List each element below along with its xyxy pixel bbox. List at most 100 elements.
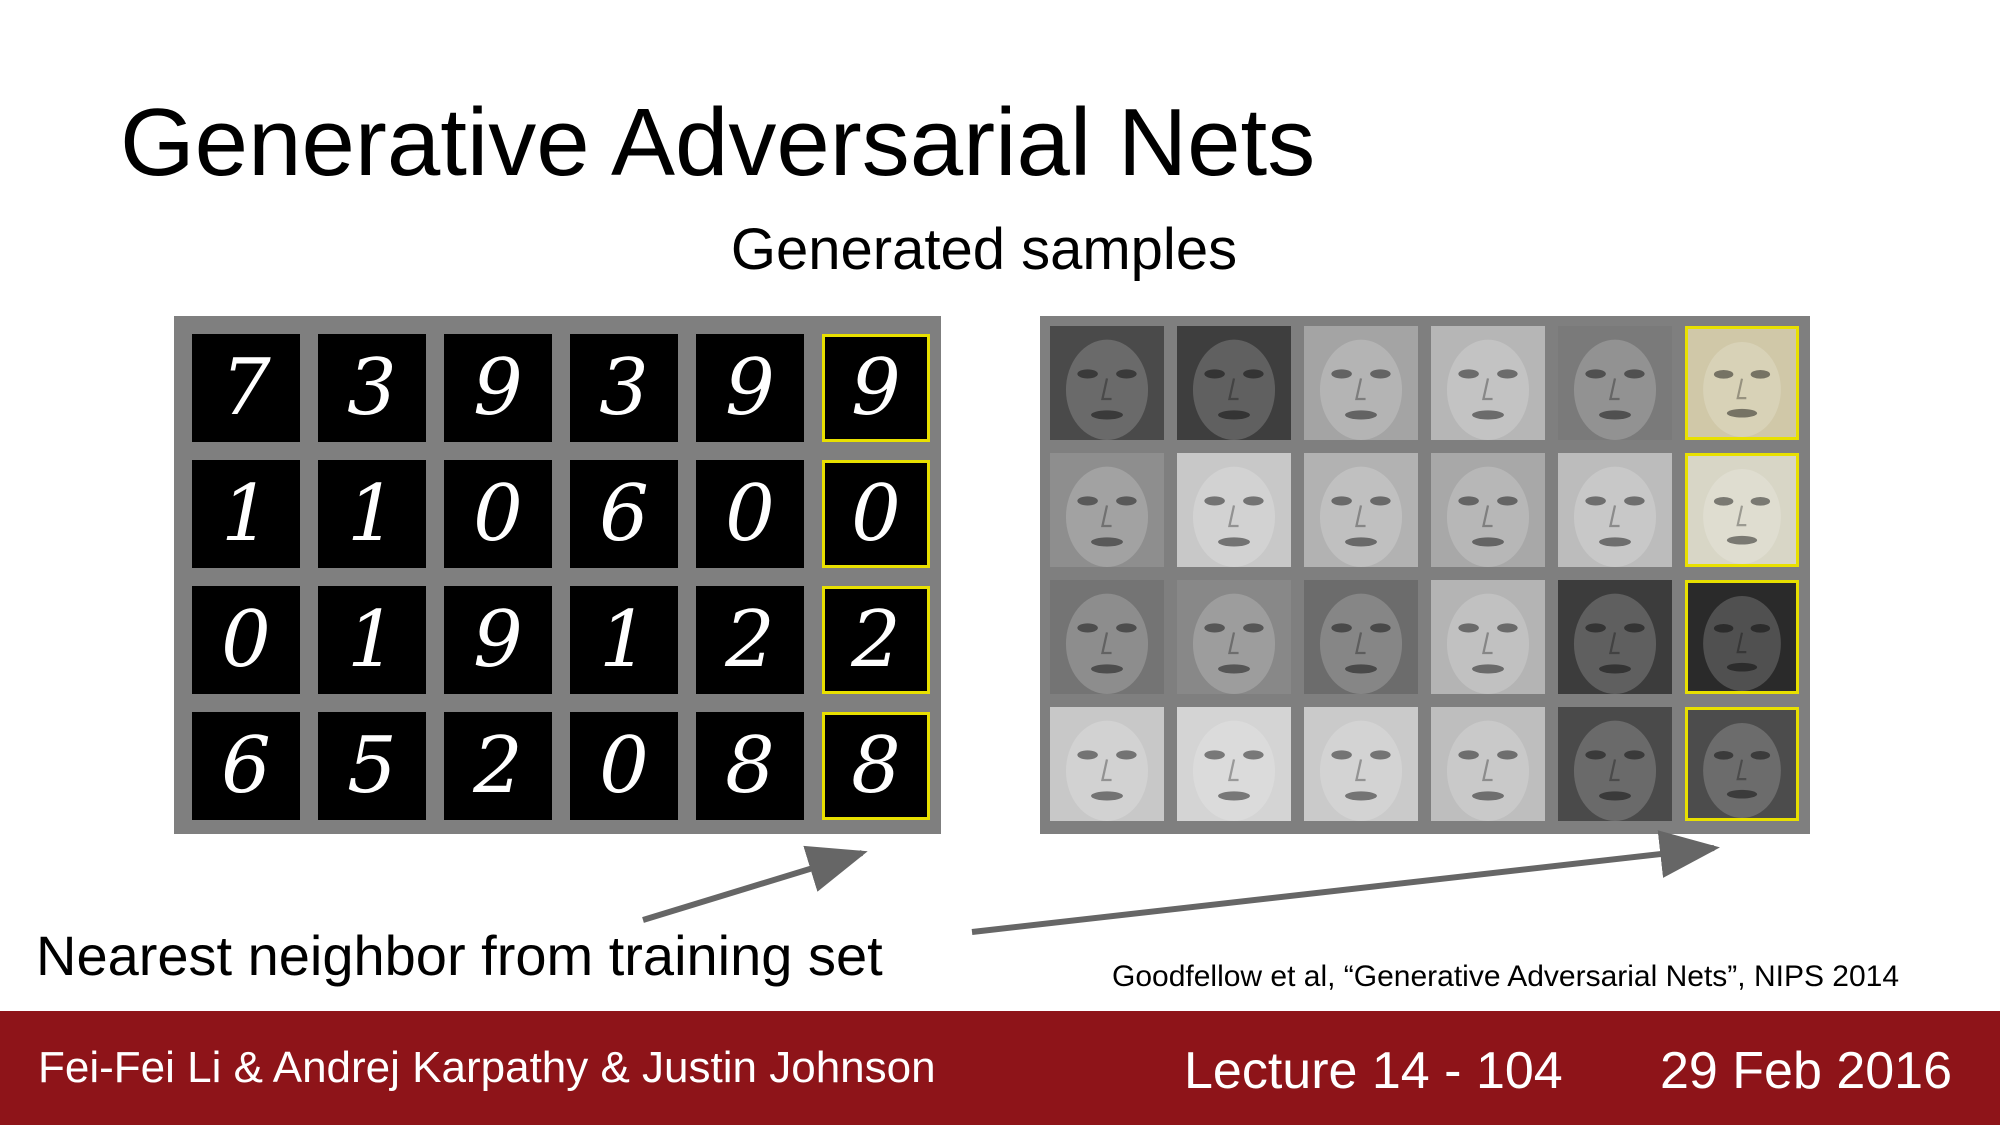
- mnist-digit: 7: [221, 343, 271, 433]
- arrow-to-mnist-neighbors: [642, 845, 868, 923]
- face-image: [1065, 339, 1149, 440]
- face-generated-cell: [1431, 707, 1545, 821]
- mnist-digit: 0: [473, 469, 523, 559]
- face-image: [1319, 466, 1403, 567]
- mnist-digit: 1: [347, 595, 397, 685]
- face-image: [1703, 468, 1781, 564]
- mnist-digit: 2: [725, 595, 775, 685]
- face-image: [1703, 341, 1781, 437]
- mnist-generated-cell: 1: [318, 586, 426, 694]
- face-image: [1573, 339, 1657, 440]
- mnist-nearest-neighbor-cell: 2: [822, 586, 930, 694]
- mnist-digit: 9: [473, 343, 523, 433]
- nearest-neighbor-label: Nearest neighbor from training set: [36, 924, 883, 987]
- face-generated-cell: [1304, 326, 1418, 440]
- face-generated-cell: [1050, 580, 1164, 694]
- face-image: [1319, 339, 1403, 440]
- mnist-generated-cell: 0: [696, 460, 804, 568]
- face-image: [1703, 595, 1781, 691]
- mnist-nearest-neighbor-cell: 8: [822, 712, 930, 820]
- face-nearest-neighbor-cell: [1685, 580, 1799, 694]
- mnist-generated-cell: 3: [318, 334, 426, 442]
- footer-bar: Fei-Fei Li & Andrej Karpathy & Justin Jo…: [0, 1011, 2000, 1125]
- mnist-generated-cell: 2: [444, 712, 552, 820]
- mnist-generated-cell: 9: [696, 334, 804, 442]
- slide-title: Generative Adversarial Nets: [120, 89, 1316, 196]
- slide-subtitle: Generated samples: [730, 217, 1238, 282]
- mnist-generated-cell: 1: [192, 460, 300, 568]
- face-nearest-neighbor-cell: [1685, 453, 1799, 567]
- mnist-generated-cell: 8: [696, 712, 804, 820]
- face-generated-cell: [1431, 580, 1545, 694]
- mnist-digit: 8: [725, 721, 775, 811]
- face-image: [1192, 466, 1276, 567]
- mnist-generated-cell: 6: [570, 460, 678, 568]
- mnist-digit: 6: [221, 721, 271, 811]
- mnist-digit: 1: [599, 595, 649, 685]
- mnist-digit: 8: [851, 721, 901, 811]
- face-image: [1446, 720, 1530, 821]
- mnist-digit: 0: [851, 469, 901, 559]
- face-generated-cell: [1304, 453, 1418, 567]
- face-image: [1192, 339, 1276, 440]
- face-generated-cell: [1558, 453, 1672, 567]
- mnist-generated-cell: 1: [570, 586, 678, 694]
- face-image: [1065, 593, 1149, 694]
- mnist-digit: 1: [221, 469, 271, 559]
- mnist-digit: 6: [599, 469, 649, 559]
- footer-authors: Fei-Fei Li & Andrej Karpathy & Justin Jo…: [38, 1043, 936, 1092]
- face-image: [1319, 720, 1403, 821]
- face-generated-cell: [1304, 707, 1418, 821]
- face-generated-cell: [1558, 707, 1672, 821]
- face-image: [1065, 720, 1149, 821]
- face-generated-cell: [1177, 453, 1291, 567]
- face-image: [1192, 720, 1276, 821]
- face-generated-cell: [1431, 453, 1545, 567]
- face-image: [1319, 593, 1403, 694]
- face-image: [1192, 593, 1276, 694]
- mnist-generated-cell: 0: [192, 586, 300, 694]
- mnist-generated-cell: 0: [444, 460, 552, 568]
- face-image: [1446, 339, 1530, 440]
- face-image: [1573, 720, 1657, 821]
- citation: Goodfellow et al, “Generative Adversaria…: [1112, 960, 1900, 993]
- face-image: [1446, 593, 1530, 694]
- face-generated-cell: [1050, 326, 1164, 440]
- mnist-generated-cell: 5: [318, 712, 426, 820]
- face-generated-cell: [1050, 707, 1164, 821]
- mnist-digit: 0: [725, 469, 775, 559]
- face-sample-grid: [1040, 316, 1810, 834]
- arrow-to-face-neighbors: [971, 830, 1720, 935]
- mnist-digit: 3: [347, 343, 397, 433]
- mnist-generated-cell: 1: [318, 460, 426, 568]
- face-generated-cell: [1558, 326, 1672, 440]
- mnist-digit: 2: [851, 595, 901, 685]
- mnist-digit: 0: [599, 721, 649, 811]
- mnist-generated-cell: 0: [570, 712, 678, 820]
- mnist-digit: 3: [599, 343, 649, 433]
- mnist-generated-cell: 6: [192, 712, 300, 820]
- mnist-generated-cell: 9: [444, 586, 552, 694]
- face-generated-cell: [1050, 453, 1164, 567]
- mnist-nearest-neighbor-cell: 0: [822, 460, 930, 568]
- face-generated-cell: [1177, 707, 1291, 821]
- mnist-digit: 2: [473, 721, 523, 811]
- face-generated-cell: [1177, 580, 1291, 694]
- face-generated-cell: [1304, 580, 1418, 694]
- mnist-digit: 0: [221, 595, 271, 685]
- face-generated-cell: [1177, 326, 1291, 440]
- mnist-generated-cell: 2: [696, 586, 804, 694]
- footer-lecture-number: Lecture 14 - 104: [1184, 1042, 1563, 1100]
- mnist-digit: 5: [347, 721, 397, 811]
- face-image: [1446, 466, 1530, 567]
- face-image: [1703, 722, 1781, 818]
- face-nearest-neighbor-cell: [1685, 707, 1799, 821]
- mnist-digit: 9: [851, 343, 901, 433]
- mnist-generated-cell: 9: [444, 334, 552, 442]
- face-nearest-neighbor-cell: [1685, 326, 1799, 440]
- face-image: [1065, 466, 1149, 567]
- mnist-digit: 9: [473, 595, 523, 685]
- mnist-generated-cell: 3: [570, 334, 678, 442]
